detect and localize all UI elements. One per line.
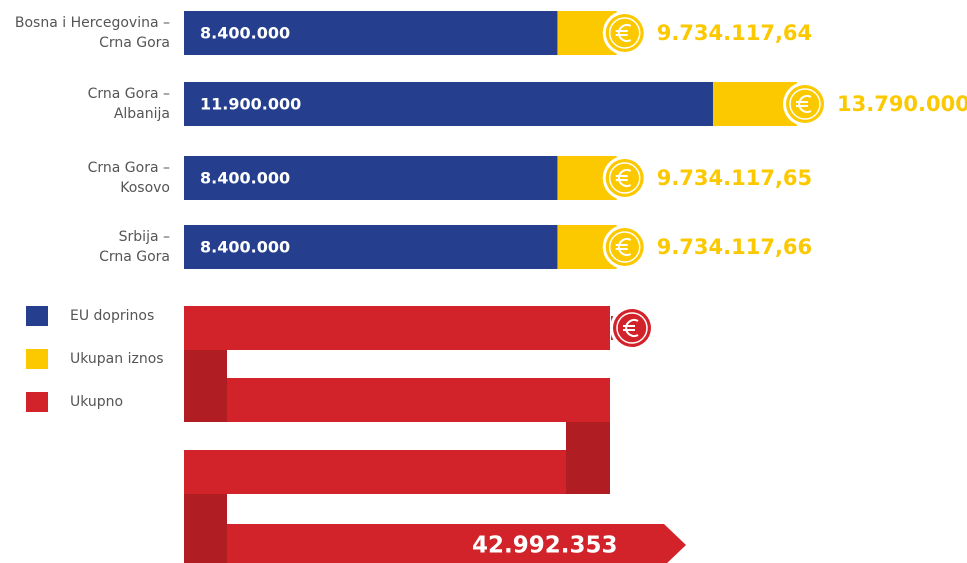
snake-segment [184, 378, 610, 422]
legend-swatch [26, 349, 48, 369]
category-label: Crna Gora [99, 249, 170, 265]
coin-stripe [781, 92, 783, 116]
bar [184, 11, 558, 55]
snake-joint [184, 350, 227, 422]
snake-joint [184, 524, 227, 563]
coin [605, 159, 644, 197]
legend-swatch [26, 306, 48, 326]
euro-sign [796, 95, 812, 113]
category-label: Srbija – [119, 229, 170, 245]
category-label: Crna Gora – [88, 160, 170, 176]
category-label: Kosovo [120, 180, 170, 196]
coin-icon [597, 225, 647, 269]
bar [184, 225, 558, 269]
snake-joint [184, 494, 227, 524]
total-value-label: 9.734.117,65 [657, 166, 812, 190]
bar-value-label: 8.400.000 [200, 238, 290, 257]
legend-label: EU doprinos [70, 308, 154, 324]
coin-icon [597, 11, 647, 55]
coin-stripe [778, 92, 780, 116]
category-label: Crna Gora – [88, 86, 170, 102]
coin-stripe [600, 235, 603, 259]
euro-sign [615, 24, 632, 42]
coin-ring [608, 231, 641, 263]
coin-stripe [608, 316, 610, 340]
total-label: 42.992.353 [472, 533, 618, 559]
total-value-label: 13.790.000 [837, 92, 967, 116]
category-label: Crna Gora [99, 35, 170, 51]
coin [613, 309, 651, 347]
euro-sign [615, 238, 632, 256]
coin-ring [616, 312, 648, 344]
total-snake [184, 306, 610, 524]
bar [184, 82, 713, 126]
coin-icon [597, 156, 647, 200]
snake-segment [184, 450, 610, 494]
bar-value-label: 8.400.000 [200, 24, 290, 43]
coin-stripe [600, 166, 603, 190]
euro-sign [623, 319, 639, 337]
category-label: Bosna i Hercegovina – [15, 15, 170, 31]
coin [605, 14, 644, 52]
coin-icon [778, 82, 827, 126]
coin-ring [789, 88, 821, 120]
coin-stripe [597, 235, 600, 259]
legend-swatch [26, 392, 48, 412]
snake-joint [566, 422, 610, 494]
total-bar [184, 524, 686, 563]
legend-label: Ukupan iznos [70, 351, 164, 367]
bar-value-label: 8.400.000 [200, 169, 290, 188]
coin [786, 85, 824, 123]
bar [184, 156, 558, 200]
coin-stripe [600, 21, 603, 45]
euro-sign [615, 169, 632, 187]
category-label: Albanija [114, 106, 170, 122]
bar-value-label: 11.900.000 [200, 95, 301, 114]
coin-ring [608, 162, 641, 194]
legend-label: Ukupno [70, 394, 123, 410]
coin-stripe [597, 21, 600, 45]
coin [605, 228, 644, 266]
coin-stripe [605, 316, 607, 340]
snake-segment [184, 306, 610, 350]
coin-stripe [597, 166, 600, 190]
coin-icon [605, 306, 654, 350]
total-value-label: 9.734.117,64 [657, 21, 812, 45]
total-value-label: 9.734.117,66 [657, 235, 812, 259]
coin-ring [608, 17, 641, 49]
